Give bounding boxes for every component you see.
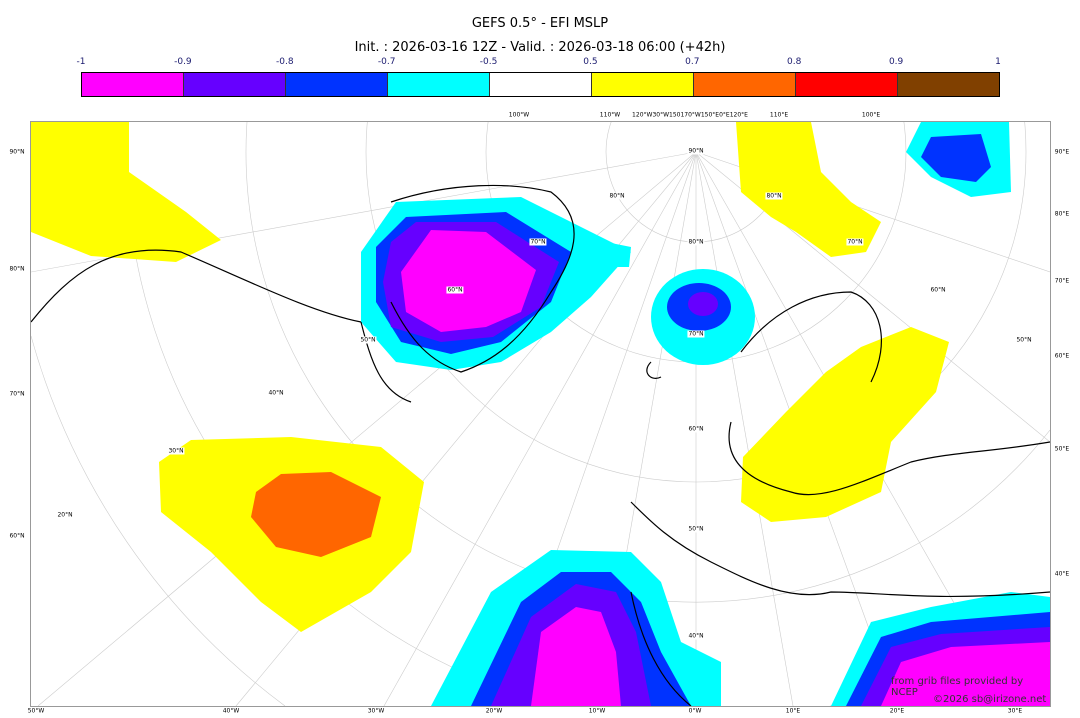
graticule-label: 90°N <box>9 148 25 156</box>
graticule-label: 80°E <box>1054 210 1070 218</box>
graticule-label: 60°N <box>687 425 705 433</box>
graticule-label: 0°W <box>688 707 702 715</box>
colorbar-segment <box>796 73 898 96</box>
graticule-label: 40°E <box>1054 570 1070 578</box>
graticule-label: 110°W <box>599 111 621 119</box>
yellow-ne <box>736 122 881 257</box>
colorbar-segment <box>490 73 592 96</box>
graticule-label: 50°N <box>687 525 705 533</box>
graticule-label: 70°N <box>687 330 705 338</box>
map-title: GEFS 0.5° - EFI MSLP <box>471 16 609 31</box>
magenta-se <box>881 642 1050 706</box>
data-source-credit: from grib files provided by NCEP <box>891 676 1024 698</box>
graticule-label: 50°W <box>27 707 45 715</box>
colorbar-tick-label: 0.9 <box>888 57 904 67</box>
colorbar-tick-label: -1 <box>76 57 86 67</box>
graticule-label: 40°W <box>222 707 240 715</box>
colorbar-tick-label: 0.7 <box>685 57 700 67</box>
graticule-label: 10°W <box>588 707 606 715</box>
magenta-greenland <box>401 230 536 332</box>
yellow-nw <box>31 122 221 262</box>
map-area: 90°N 80°N 70°N 60°N 50°N 40°N 30°N 20°N 80°N 70°N… <box>30 121 1051 707</box>
colorbar-tick-label: 1 <box>995 57 1001 67</box>
magenta-south <box>531 607 621 706</box>
graticule-label: 120°W30°W150170°W150°E0°E120°E <box>632 111 748 119</box>
graticule-label: 60°N <box>9 532 25 540</box>
colorbar-tick-label: 0.5 <box>583 57 598 67</box>
graticule-label: 90°N <box>687 147 705 155</box>
graticule-label: 10°E <box>785 707 801 715</box>
yellow-europe <box>741 327 949 522</box>
graticule-label: 60°E <box>1054 352 1070 360</box>
colorbar <box>81 72 1000 97</box>
graticule-label: 20°N <box>56 511 74 519</box>
graticule-label: 50°N <box>359 336 377 344</box>
graticule-label: 80°N <box>9 265 25 273</box>
graticule-label: 110°E <box>769 111 789 119</box>
graticule-label: 50°N <box>1015 336 1033 344</box>
orange-atlantic <box>251 472 381 557</box>
map-subtitle: Init. : 2026-03-16 12Z - Valid. : 2026-0… <box>354 40 726 55</box>
graticule-label: 100°E <box>861 111 881 119</box>
graticule-label: 30°W <box>367 707 385 715</box>
graticule-label: 70°E <box>1054 277 1070 285</box>
colorbar-segment <box>286 73 388 96</box>
graticule-label: 100°W <box>508 111 530 119</box>
coastlines <box>31 184 1050 706</box>
colorbar-tick-label: -0.8 <box>275 57 294 67</box>
graticule-label: 80°N <box>765 192 783 200</box>
colorbar-tick-label: -0.5 <box>479 57 498 67</box>
graticule-label: 60°N <box>929 286 947 294</box>
efi-field <box>31 122 1050 706</box>
colorbar-segment <box>184 73 286 96</box>
graticule-label: 30°N <box>167 447 185 455</box>
graticule-label: 40°N <box>687 632 705 640</box>
graticule-label: 70°N <box>9 390 25 398</box>
graticule-label: 50°E <box>1054 445 1070 453</box>
graticule-label: 60°N <box>446 286 464 294</box>
graticule-label: 80°N <box>608 192 626 200</box>
graticule-label: 90°E <box>1054 148 1070 156</box>
graticule-label: 70°N <box>529 238 547 246</box>
colorbar-tick-label: -0.9 <box>174 57 192 67</box>
graticule-label: 80°N <box>687 238 705 246</box>
colorbar-tick-label: 0.8 <box>787 57 802 67</box>
cyan-iceland-east <box>596 242 631 267</box>
graticule-label: 20°W <box>485 707 503 715</box>
colorbar-segment <box>388 73 490 96</box>
graticule-label: 30°E <box>1007 707 1023 715</box>
colorbar-segment <box>82 73 184 96</box>
colorbar-segment <box>898 73 999 96</box>
graticule-label: 70°N <box>846 238 864 246</box>
graticule-label: 20°E <box>889 707 905 715</box>
colorbar-tick-label: -0.7 <box>377 57 396 67</box>
copyright-credit: ©2026 sb@irizone.net <box>933 694 1047 705</box>
colorbar-segment <box>694 73 796 96</box>
colorbar-segment <box>592 73 694 96</box>
graticule-label: 40°N <box>267 389 285 397</box>
